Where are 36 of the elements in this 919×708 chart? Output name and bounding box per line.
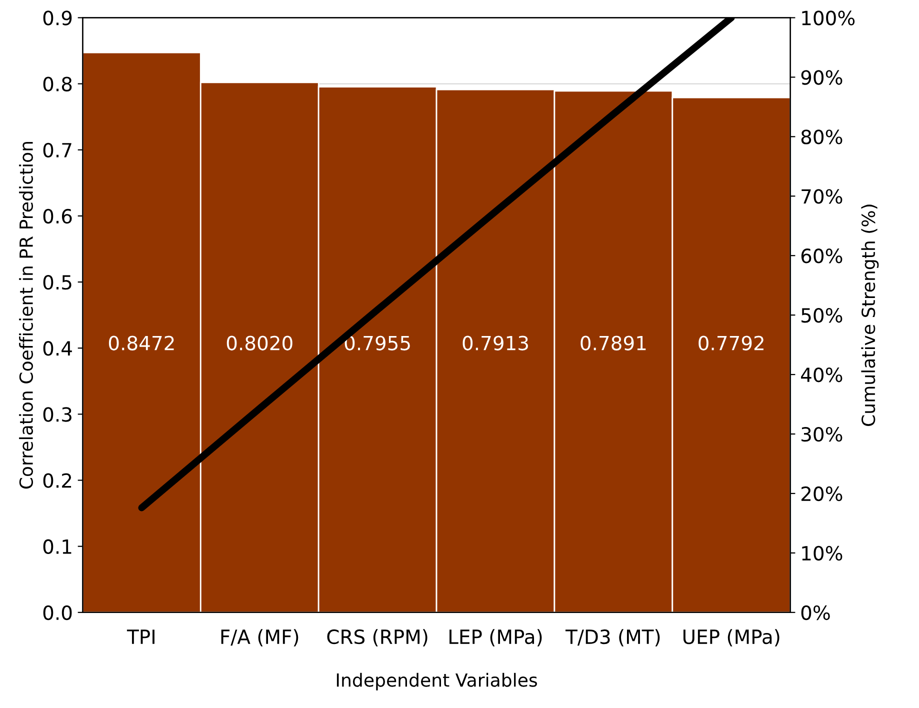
y2-tick-label: 70% (802, 189, 842, 204)
y2-tick-label: 100% (802, 10, 855, 26)
y-tick-label: 0.0 (43, 605, 72, 620)
y-tick-label: 0.4 (43, 341, 72, 356)
data-label: 0.7891 (580, 336, 646, 350)
y-tick-label: 0.1 (43, 539, 72, 554)
y-tick-label: 0.7 (43, 142, 72, 158)
y-tick-label: 0.3 (43, 407, 72, 422)
x-axis-title: Independent Variables (336, 672, 537, 690)
x-tick-label: CRS (RPM) (327, 629, 428, 646)
y2-axis-title: Cumulative Strength (%) (861, 204, 879, 426)
x-tick-label: F/A (MF) (221, 629, 298, 646)
x-tick-label: T/D3 (MT) (565, 629, 660, 646)
data-label: 0.7913 (462, 336, 528, 350)
x-tick-label: TPI (126, 630, 154, 644)
y-tick-label: 0.6 (43, 208, 72, 224)
data-label: 0.7792 (698, 336, 764, 350)
y2-tick-label: 60% (801, 248, 842, 264)
y2-tick-label: 50% (802, 308, 842, 323)
data-label: 0.8472 (108, 336, 174, 350)
y2-tick-label: 90% (801, 70, 842, 85)
y2-tick-label: 0% (801, 605, 830, 620)
y2-tick-label: 80% (801, 130, 842, 144)
y2-tick-label: 30% (802, 426, 842, 442)
x-tick-label: UEP (MPa) (683, 629, 780, 646)
y-tick-label: 0.8 (43, 76, 72, 92)
y2-tick-label: 10% (802, 546, 842, 561)
y2-tick-label: 20% (801, 486, 842, 502)
data-label: 0.7955 (344, 336, 410, 350)
y2-tick-label: 40% (801, 367, 842, 382)
y-tick-label: 0.9 (43, 10, 72, 26)
y-tick-label: 0.5 (43, 274, 72, 290)
y-tick-label: 0.2 (43, 473, 72, 488)
data-label: 0.8020 (226, 336, 292, 350)
y-axis-title: Correlation Coefficient in PR Prediction (19, 142, 34, 489)
x-tick-label: LEP (MPa) (450, 629, 542, 646)
